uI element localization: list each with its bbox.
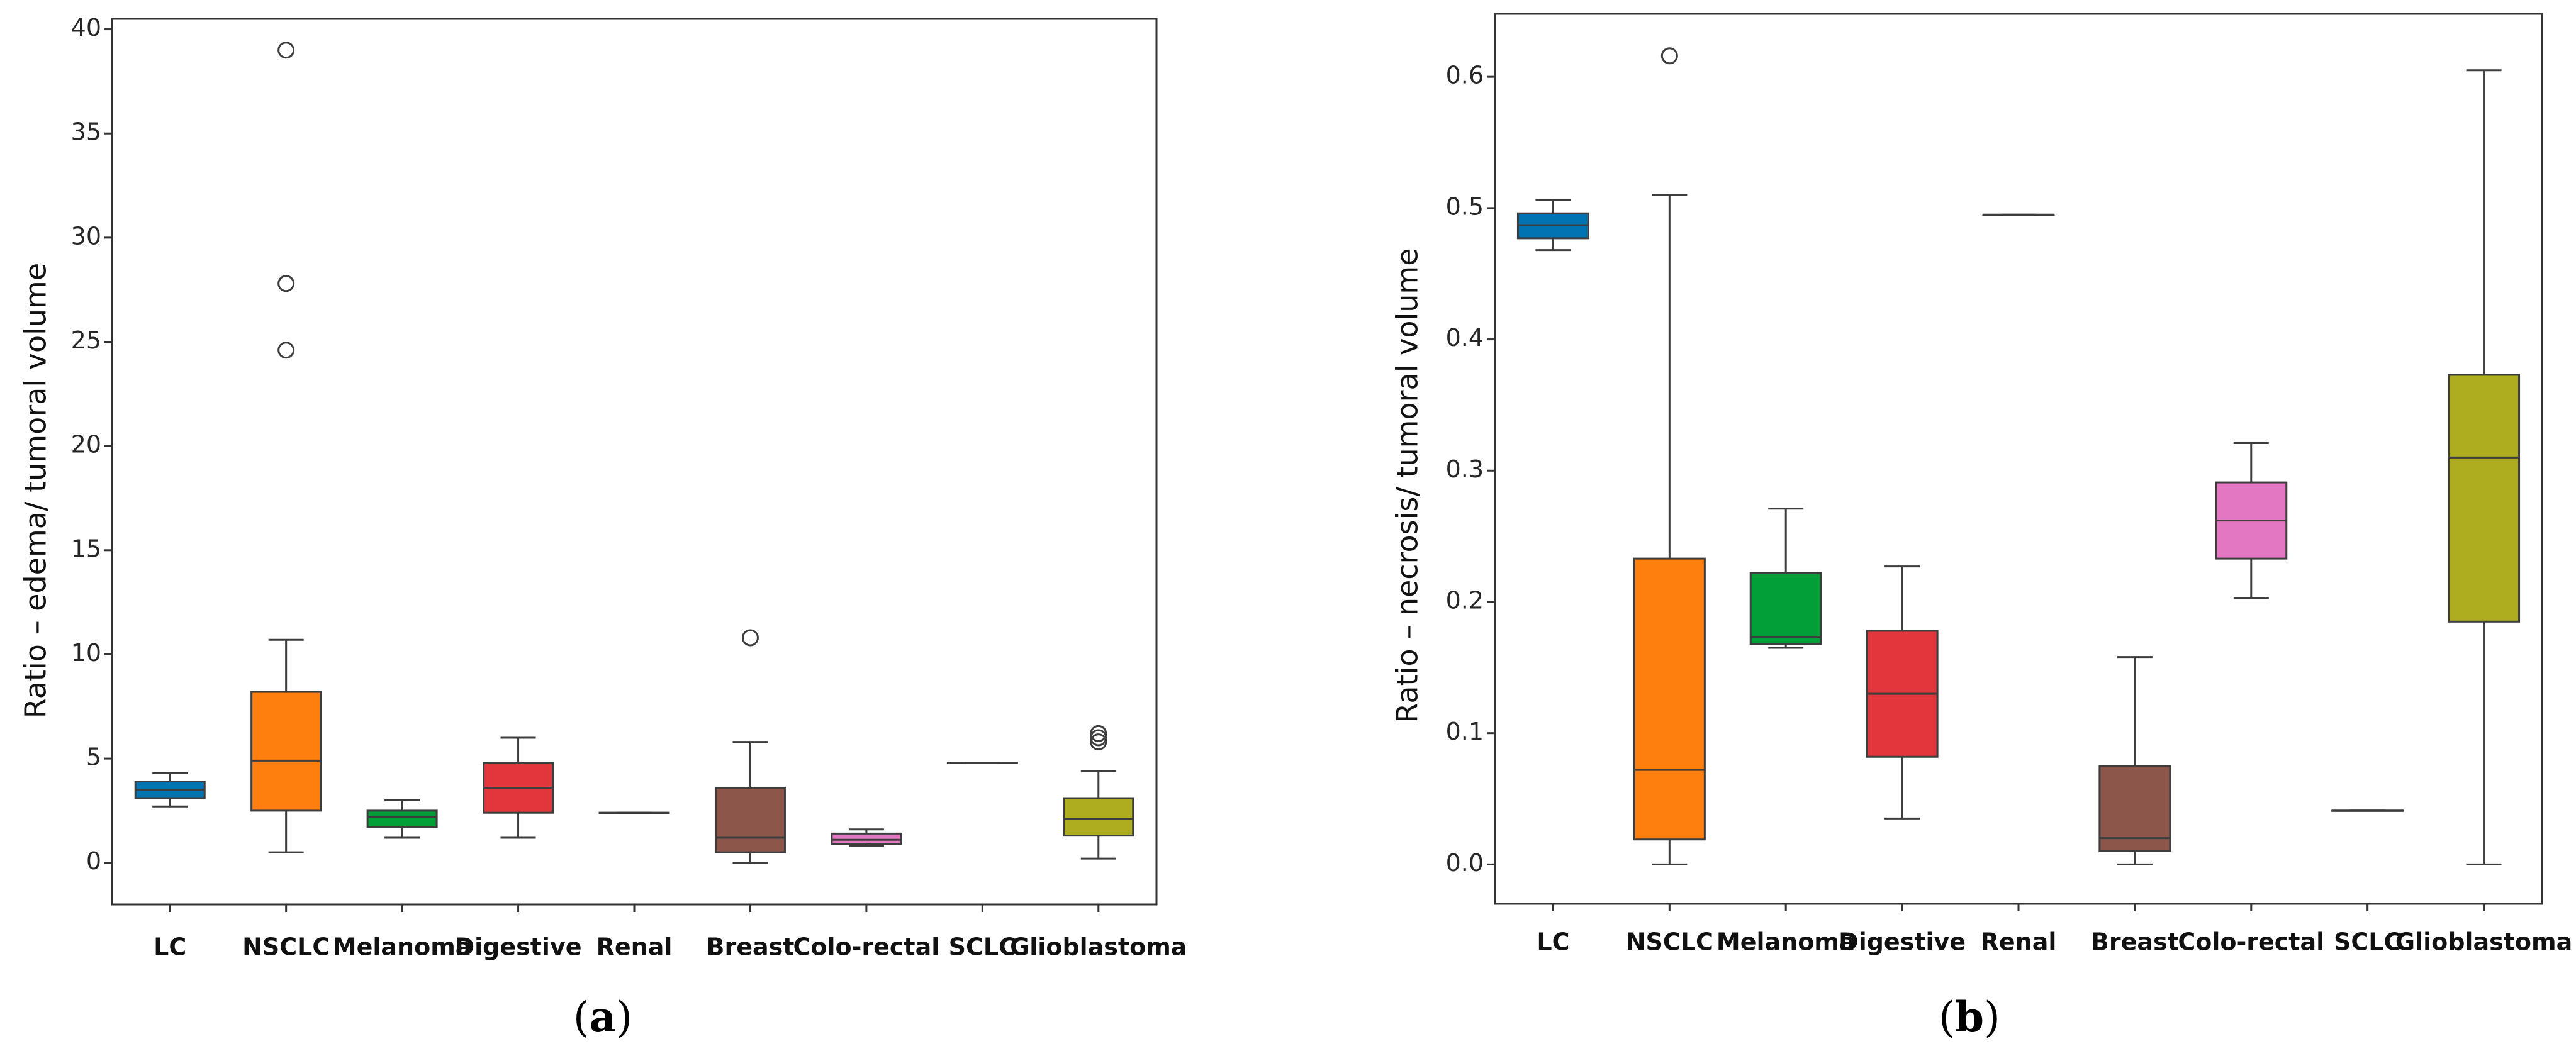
panel-b-y-tick-label: 0.1 [1446,718,1484,745]
panel-b-x-tick-label: Renal [1981,928,2057,956]
panel-a-y-tick-label: 35 [71,118,101,146]
panel-b-y-tick-label: 0.3 [1446,455,1484,483]
panel-a-y-tick-label: 0 [86,847,101,875]
panel-b-chart: Ratio – necrosis/ tumoral volume 0.00.10… [1391,13,2572,1042]
iqr-box [1633,557,1706,841]
panel-a-x-tick-label: Colo-rectal [793,933,939,961]
panel-a-box-melanoma [366,799,438,839]
panel-a-x-tick-label: Glioblastoma [1010,933,1187,961]
panel-a-boxes [134,42,1134,864]
panel-b-x-tick-label: Breast [2091,928,2179,956]
outlier-point [741,629,759,647]
panel-a-y-tick-label: 25 [71,326,101,354]
panel-a-y-tick-label: 10 [71,639,101,667]
panel-b-y-tick-label: 0.4 [1446,324,1484,352]
panel-a-y-ticks: 0 5 10 15 20 25 30 35 40 [71,14,112,875]
panel-b-x-tick-label: Melanoma [1716,928,1856,956]
panel-a-y-axis-label: Ratio – edema/ tumoral volume [19,263,53,718]
panel-a-x-tick-label: Renal [596,933,673,961]
iqr-box [714,786,786,853]
panel-a-caption: (a) [573,992,632,1042]
panel-a-frame [111,18,1158,906]
panel-b-frame [1494,13,2543,905]
panel-b-box-glioblastoma [2448,69,2521,865]
outlier-point [1660,47,1678,65]
outlier-point [1090,729,1107,747]
outlier-point [277,275,295,292]
panel-b-box-digestive [1866,565,1939,820]
panel-a-chart: Ratio – edema/ tumoral volume 0 5 10 15 20 25… [19,14,1187,1042]
panel-a-box-glioblastoma [1063,725,1134,860]
iqr-box [250,691,322,812]
panel-a-box-sclc [946,762,1018,764]
panel-b-y-axis-label-group: Ratio – necrosis/ tumoral volume [1391,248,1425,723]
panel-b-y-tick-label: 0.2 [1446,586,1484,614]
panel-b-box-breast [2098,656,2171,865]
outlier-point [1090,725,1107,742]
panel-b-box-lc [1516,199,1589,252]
panel-b-x-tick-label: LC [1537,928,1569,956]
panel-a-y-axis-label-group: Ratio – edema/ tumoral volume [19,263,53,718]
outlier-point [1090,733,1107,751]
iqr-box [2098,765,2171,853]
iqr-box [2448,374,2521,623]
panel-b-y-axis-label: Ratio – necrosis/ tumoral volume [1391,248,1425,723]
panel-a-box-nsclc [250,42,322,853]
panel-a-x-tick-label: NSCLC [242,933,330,961]
panel-b-x-tick-label: Colo-rectal [2178,928,2324,956]
panel-a-letter: a [590,992,617,1042]
panel-a-box-lc [134,772,206,808]
outlier-point [277,342,295,359]
panel-b-boxes [1516,47,2521,865]
panel-b-box-renal [1982,213,2055,216]
panel-b-x-tick-label: SCLC [2334,928,2401,956]
panel-b-x-tick-label: Glioblastoma [2395,928,2572,956]
panel-a-x-tick-label: Digestive [455,933,582,961]
panel-a-y-tick-label: 30 [71,222,101,250]
iqr-box [1063,797,1134,837]
panel-a-box-colo-rectal [831,828,902,847]
panel-b-y-tick-label: 0.0 [1446,849,1484,877]
iqr-box [831,832,902,845]
panel-a-y-tick-label: 5 [86,743,101,771]
panel-b-caption: (b) [1939,992,2000,1042]
outlier-point [277,42,295,59]
panel-a-y-tick-label: 20 [71,431,101,459]
panel-a-box-breast [714,629,786,864]
panel-b-y-ticks: 0.0 0.1 0.2 0.3 0.4 0.5 0.6 [1446,62,1495,877]
panel-a-y-tick-label: 15 [71,535,101,562]
panel-b-box-melanoma [1749,508,1822,649]
panel-a-x-tick-label: SCLC [949,933,1016,961]
panel-a-box-digestive [483,736,554,839]
panel-a-x-tick-label: Breast [706,933,794,961]
panel-a-x-tick-label: LC [154,933,186,961]
panel-b-y-tick-label: 0.6 [1446,62,1484,89]
panel-b-letter: b [1955,992,1984,1042]
panel-a-y-tick-label: 40 [71,14,101,42]
panel-b-box-colo-rectal [2215,442,2288,599]
iqr-box [366,809,438,828]
panel-b-box-nsclc [1633,47,1706,865]
panel-b-y-tick-label: 0.5 [1446,192,1484,220]
panel-b-x-tick-label: Digestive [1839,928,1966,956]
panel-a-x-tick-label: Melanoma [333,933,472,961]
iqr-box [1749,572,1822,645]
panel-b-x-tick-label: NSCLC [1626,928,1713,956]
